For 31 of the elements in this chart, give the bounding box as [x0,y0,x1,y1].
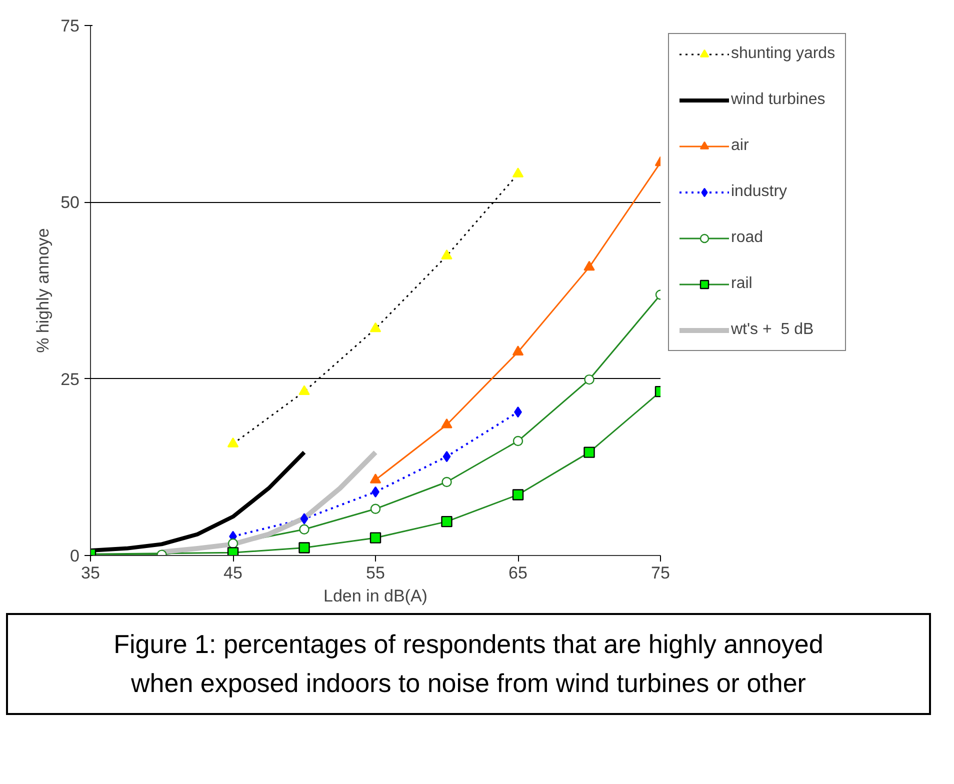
point [442,476,452,488]
y-tick-label: 25 [60,370,80,389]
x-axis-title: Lden in dB(A) [324,586,428,606]
legend-label: air [731,137,750,155]
point [512,346,524,356]
x-tick-label: 35 [81,564,100,582]
y-tick-label: 0 [70,546,80,566]
x-tick-label: 65 [508,564,528,582]
point [370,474,382,484]
point [584,260,595,271]
point [441,418,452,428]
x-tick-label: 75 [651,564,670,582]
legend-label: industry [731,183,788,201]
legend-label: rail [731,275,752,293]
legend-label: shunting yards [731,45,836,63]
point [512,436,524,446]
x-tick-label: 45 [224,564,242,582]
point [442,450,451,462]
y-axis-title: % highly annoye [34,228,53,353]
point [228,538,238,549]
y-tick-label: 75 [60,16,80,36]
point [370,504,381,514]
legend-label: wind turbines [731,91,826,109]
point [584,374,594,385]
legend-label: road [731,229,764,247]
y-tick-label: 50 [60,193,80,212]
point [300,513,308,524]
x-tick-label: 55 [366,564,385,582]
caption: Figure 1: percentages of respondents that are highly annoyed when exposed indoors to noise from wind turbines or other [114,628,824,700]
legend-label: wt's + 5 dB [731,321,814,339]
point [299,524,310,534]
